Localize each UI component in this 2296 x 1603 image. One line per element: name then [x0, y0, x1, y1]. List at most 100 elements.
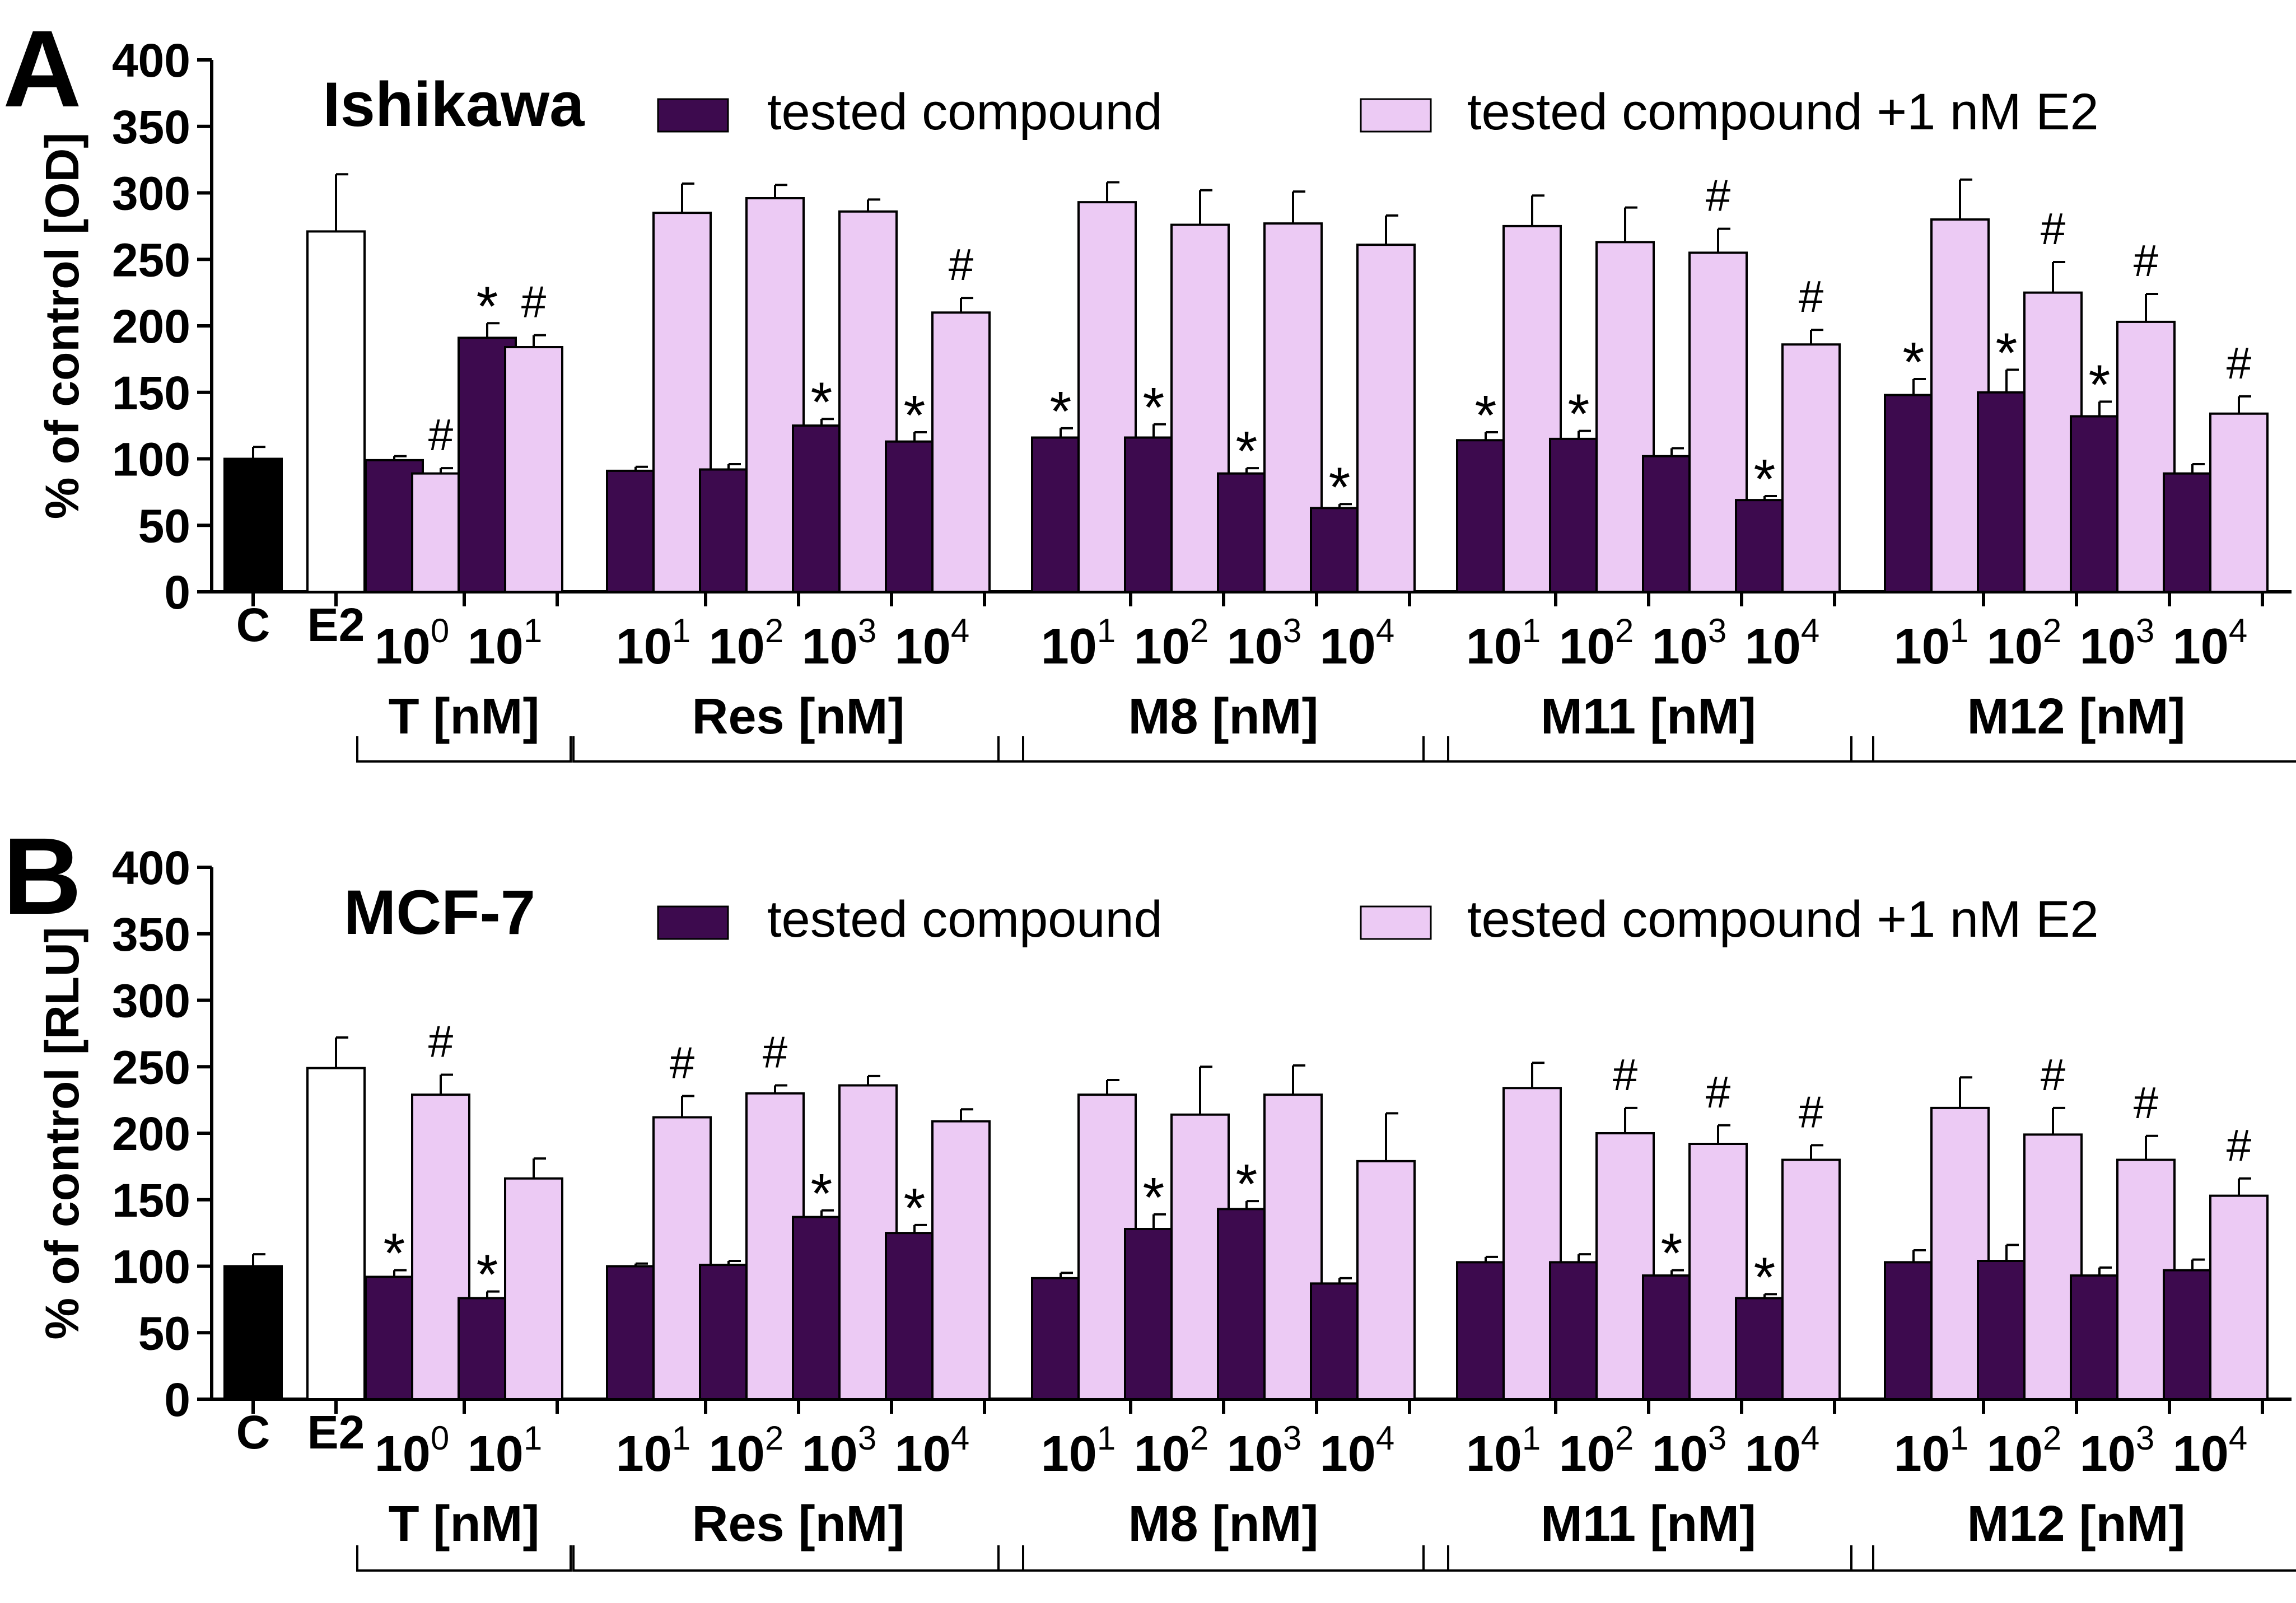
x-ref-label: E2: [307, 1406, 365, 1459]
significance-hash: #: [2134, 236, 2159, 286]
y-tick-label: 200: [112, 1107, 190, 1160]
concentration-exponent: 4: [1376, 1419, 1394, 1457]
significance-star: *: [1236, 1153, 1258, 1216]
panel-letter: B: [3, 815, 82, 937]
group-bracket: [1422, 1545, 1874, 1572]
x-concentration-label: 101: [1894, 1419, 1968, 1482]
significance-hash: #: [1706, 171, 1731, 221]
significance-star: *: [904, 384, 926, 447]
concentration-exponent: 1: [1522, 1419, 1541, 1457]
concentration-exponent: 2: [2043, 612, 2061, 649]
legend-swatch-tested: [657, 905, 729, 940]
concentration-exponent: 1: [1097, 1419, 1116, 1457]
legend-label-tested-e2: tested compound +1 nM E2: [1467, 83, 2099, 141]
bar-e2: [306, 1067, 366, 1400]
significance-hash: #: [2041, 1050, 2066, 1100]
concentration-exponent: 1: [1950, 1419, 1968, 1457]
significance-star: *: [477, 275, 498, 338]
y-tick-label: 200: [112, 300, 190, 353]
concentration-exponent: 1: [1522, 612, 1541, 649]
group-bracket: [356, 1545, 572, 1572]
x-concentration-label: 102: [709, 1419, 783, 1482]
x-concentration-label: 101: [468, 1419, 542, 1482]
x-concentration-label: 101: [1041, 1419, 1116, 1482]
y-tick-label: 400: [112, 34, 190, 87]
bar-tested-e2: [1263, 1093, 1323, 1400]
concentration-base: 10: [1894, 1426, 1950, 1482]
y-tick-label: 300: [112, 975, 190, 1027]
concentration-exponent: 2: [765, 1419, 783, 1457]
concentration-exponent: 0: [431, 612, 449, 649]
legend-swatch-tested: [657, 98, 729, 133]
bar-tested-e2: [504, 1177, 563, 1400]
concentration-exponent: 4: [951, 1419, 969, 1457]
y-tick-label: 300: [112, 167, 190, 220]
concentration-exponent: 4: [2229, 612, 2247, 649]
concentration-base: 10: [616, 619, 672, 675]
concentration-base: 10: [2080, 619, 2136, 675]
significance-star: *: [1568, 383, 1590, 446]
bar-tested-e2: [1781, 1158, 1841, 1400]
significance-star: *: [1754, 1246, 1776, 1308]
concentration-exponent: 1: [524, 1419, 542, 1457]
x-concentration-label: 101: [616, 1419, 690, 1482]
x-concentration-label: 102: [1134, 612, 1208, 675]
x-concentration-label: 103: [802, 1419, 876, 1482]
x-concentration-label: 104: [1745, 612, 1819, 675]
concentration-exponent: 4: [951, 612, 969, 649]
concentration-base: 10: [709, 619, 765, 675]
bar-tested-e2: [1356, 244, 1416, 593]
bar-control: [223, 1265, 283, 1400]
bar-tested-e2: [931, 1120, 991, 1400]
x-concentration-label: 101: [1466, 1419, 1541, 1482]
x-concentration-label: 104: [1320, 612, 1394, 675]
concentration-exponent: 3: [1283, 612, 1301, 649]
group-bracket: [1850, 1545, 2296, 1572]
legend-swatch-tested-e2: [1360, 905, 1432, 940]
concentration-base: 10: [895, 1426, 951, 1482]
concentration-base: 10: [616, 1426, 672, 1482]
significance-hash: #: [2227, 1120, 2252, 1170]
x-concentration-label: 102: [1987, 1419, 2061, 1482]
concentration-base: 10: [895, 619, 951, 675]
y-tick-label: 150: [112, 367, 190, 419]
significance-hash: #: [428, 410, 454, 460]
concentration-base: 10: [1745, 619, 1801, 675]
x-concentration-label: 102: [1559, 1419, 1634, 1482]
x-group-label: M11 [nM]: [1541, 689, 1756, 745]
group-bracket: [997, 1545, 1449, 1572]
y-axis-label: % of control [RLU]: [36, 927, 88, 1339]
concentration-exponent: 1: [672, 1419, 690, 1457]
bar-e2: [306, 230, 366, 593]
panel-title: Ishikawa: [323, 69, 585, 139]
significance-hash: #: [2134, 1078, 2159, 1128]
x-concentration-label: 100: [375, 1419, 449, 1482]
bar-control: [223, 457, 283, 593]
panel-title: MCF-7: [344, 877, 535, 947]
x-concentration-label: 103: [1227, 1419, 1301, 1482]
concentration-base: 10: [375, 619, 431, 675]
legend-label-tested: tested compound: [767, 83, 1163, 141]
panel-b: B MCF-7 tested compound tested compound +1 …: [3, 815, 2296, 1572]
group-bracket: [356, 736, 572, 763]
x-concentration-label: 100: [375, 612, 449, 675]
y-tick-label: 400: [112, 842, 190, 894]
x-group-label: M11 [nM]: [1541, 1496, 1756, 1552]
concentration-exponent: 1: [1950, 612, 1968, 649]
significance-hash: #: [1799, 272, 1824, 321]
x-concentration-label: 102: [1987, 612, 2061, 675]
y-tick-label: 250: [112, 1041, 190, 1093]
concentration-base: 10: [1466, 1426, 1522, 1482]
significance-hash: #: [521, 277, 547, 327]
concentration-base: 10: [1134, 1426, 1190, 1482]
bar-tested-e2: [1781, 343, 1841, 593]
concentration-base: 10: [1227, 1426, 1283, 1482]
x-concentration-label: 102: [709, 612, 783, 675]
significance-star: *: [904, 1177, 926, 1240]
concentration-base: 10: [2173, 1426, 2229, 1482]
concentration-exponent: 3: [858, 1419, 876, 1457]
y-tick-label: 50: [138, 499, 190, 552]
x-group-label: M8 [nM]: [1128, 1496, 1319, 1552]
x-concentration-label: 101: [1466, 612, 1541, 675]
